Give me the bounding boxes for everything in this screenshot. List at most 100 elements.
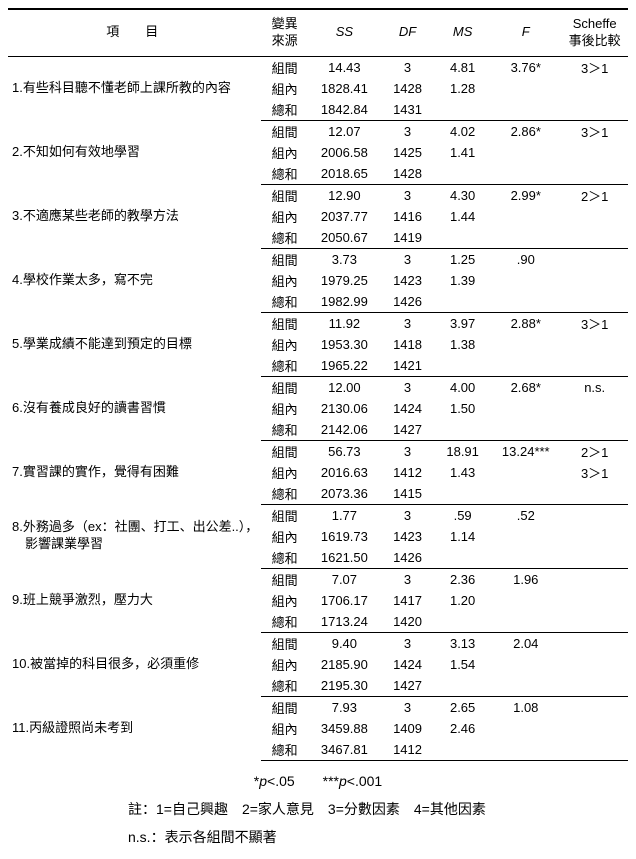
cell-f xyxy=(490,462,561,483)
cell-src: 總和 xyxy=(261,739,309,761)
cell-src: 組內 xyxy=(261,398,309,419)
cell-ss: 1621.50 xyxy=(309,547,380,569)
cell-df: 1415 xyxy=(380,483,435,505)
cell-ss: 56.73 xyxy=(309,440,380,462)
cell-df: 3 xyxy=(380,312,435,334)
cell-f: 2.86* xyxy=(490,120,561,142)
cell-ms: 1.39 xyxy=(435,270,490,291)
cell-f xyxy=(490,227,561,249)
cell-df: 1418 xyxy=(380,334,435,355)
cell-ss: 1953.30 xyxy=(309,334,380,355)
cell-f xyxy=(490,334,561,355)
cell-ms: 1.50 xyxy=(435,398,490,419)
cell-df: 1420 xyxy=(380,611,435,633)
cell-src: 組間 xyxy=(261,248,309,270)
cell-ss: 1979.25 xyxy=(309,270,380,291)
cell-ms: 3.97 xyxy=(435,312,490,334)
row-label: 6.沒有養成良好的讀書習慣 xyxy=(8,376,261,440)
cell-src: 總和 xyxy=(261,291,309,313)
cell-src: 組間 xyxy=(261,56,309,78)
cell-ms xyxy=(435,355,490,377)
cell-ss: 2016.63 xyxy=(309,462,380,483)
cell-src: 組內 xyxy=(261,718,309,739)
cell-src: 總和 xyxy=(261,611,309,633)
cell-ms: .59 xyxy=(435,504,490,526)
cell-f xyxy=(490,718,561,739)
cell-src: 組間 xyxy=(261,632,309,654)
cell-sch xyxy=(561,547,628,569)
cell-ss: 2018.65 xyxy=(309,163,380,185)
cell-df: 1428 xyxy=(380,163,435,185)
cell-src: 組間 xyxy=(261,568,309,590)
header-scheffe: Scheffe 事後比較 xyxy=(561,9,628,56)
cell-ms: 1.43 xyxy=(435,462,490,483)
cell-f xyxy=(490,78,561,99)
cell-ss: 1828.41 xyxy=(309,78,380,99)
anova-table: 項目 變異 來源 SS DF MS F Scheffe 事後比較 1.有些科目聽… xyxy=(8,8,628,761)
cell-f xyxy=(490,163,561,185)
header-ss: SS xyxy=(309,9,380,56)
cell-f xyxy=(490,675,561,697)
cell-f xyxy=(490,654,561,675)
cell-ms xyxy=(435,227,490,249)
cell-src: 組間 xyxy=(261,184,309,206)
cell-sch: 3＞1 xyxy=(561,120,628,142)
cell-df: 1427 xyxy=(380,419,435,441)
cell-ss: 12.00 xyxy=(309,376,380,398)
cell-df: 1424 xyxy=(380,654,435,675)
footnote-legend: 註：1=自己興趣 2=家人意見 3=分數因素 4=其他因素 xyxy=(8,795,628,823)
cell-df: 1425 xyxy=(380,142,435,163)
cell-src: 總和 xyxy=(261,675,309,697)
footnote-ns: n.s.：表示各組間不顯著 xyxy=(8,823,628,851)
cell-ms: 4.02 xyxy=(435,120,490,142)
row-label: 7.實習課的實作，覺得有困難 xyxy=(8,440,261,504)
cell-f: 3.76* xyxy=(490,56,561,78)
cell-src: 總和 xyxy=(261,227,309,249)
header-ms: MS xyxy=(435,9,490,56)
cell-sch xyxy=(561,163,628,185)
cell-ms: 1.38 xyxy=(435,334,490,355)
cell-sch xyxy=(561,142,628,163)
cell-ms xyxy=(435,291,490,313)
cell-src: 組內 xyxy=(261,462,309,483)
header-item: 項目 xyxy=(8,9,261,56)
cell-src: 總和 xyxy=(261,547,309,569)
cell-f: .52 xyxy=(490,504,561,526)
cell-f: .90 xyxy=(490,248,561,270)
cell-f xyxy=(490,547,561,569)
cell-sch xyxy=(561,568,628,590)
cell-ms: 1.20 xyxy=(435,590,490,611)
cell-ms: 2.46 xyxy=(435,718,490,739)
cell-df: 3 xyxy=(380,376,435,398)
cell-ms: 2.36 xyxy=(435,568,490,590)
cell-ss: 1713.24 xyxy=(309,611,380,633)
cell-src: 組內 xyxy=(261,270,309,291)
row-label: 5.學業成績不能達到預定的目標 xyxy=(8,312,261,376)
cell-sch xyxy=(561,206,628,227)
cell-ss: 2050.67 xyxy=(309,227,380,249)
row-label: 3.不適應某些老師的教學方法 xyxy=(8,184,261,248)
cell-ms: 4.00 xyxy=(435,376,490,398)
cell-ss: 14.43 xyxy=(309,56,380,78)
cell-ms xyxy=(435,611,490,633)
cell-df: 1426 xyxy=(380,291,435,313)
cell-ss: 2185.90 xyxy=(309,654,380,675)
footnote-significance: *p<.05 ***p<.001 xyxy=(8,767,628,795)
cell-f: 1.08 xyxy=(490,696,561,718)
cell-sch xyxy=(561,718,628,739)
cell-sch xyxy=(561,270,628,291)
cell-df: 3 xyxy=(380,440,435,462)
cell-f xyxy=(490,99,561,121)
cell-f: 1.96 xyxy=(490,568,561,590)
cell-sch xyxy=(561,419,628,441)
cell-ms: 1.41 xyxy=(435,142,490,163)
cell-ss: 2006.58 xyxy=(309,142,380,163)
cell-df: 3 xyxy=(380,184,435,206)
cell-ss: 7.07 xyxy=(309,568,380,590)
cell-ss: 1.77 xyxy=(309,504,380,526)
cell-ss: 2073.36 xyxy=(309,483,380,505)
header-f: F xyxy=(490,9,561,56)
cell-sch: n.s. xyxy=(561,376,628,398)
cell-ss: 12.90 xyxy=(309,184,380,206)
row-label: 11.丙級證照尚未考到 xyxy=(8,696,261,760)
